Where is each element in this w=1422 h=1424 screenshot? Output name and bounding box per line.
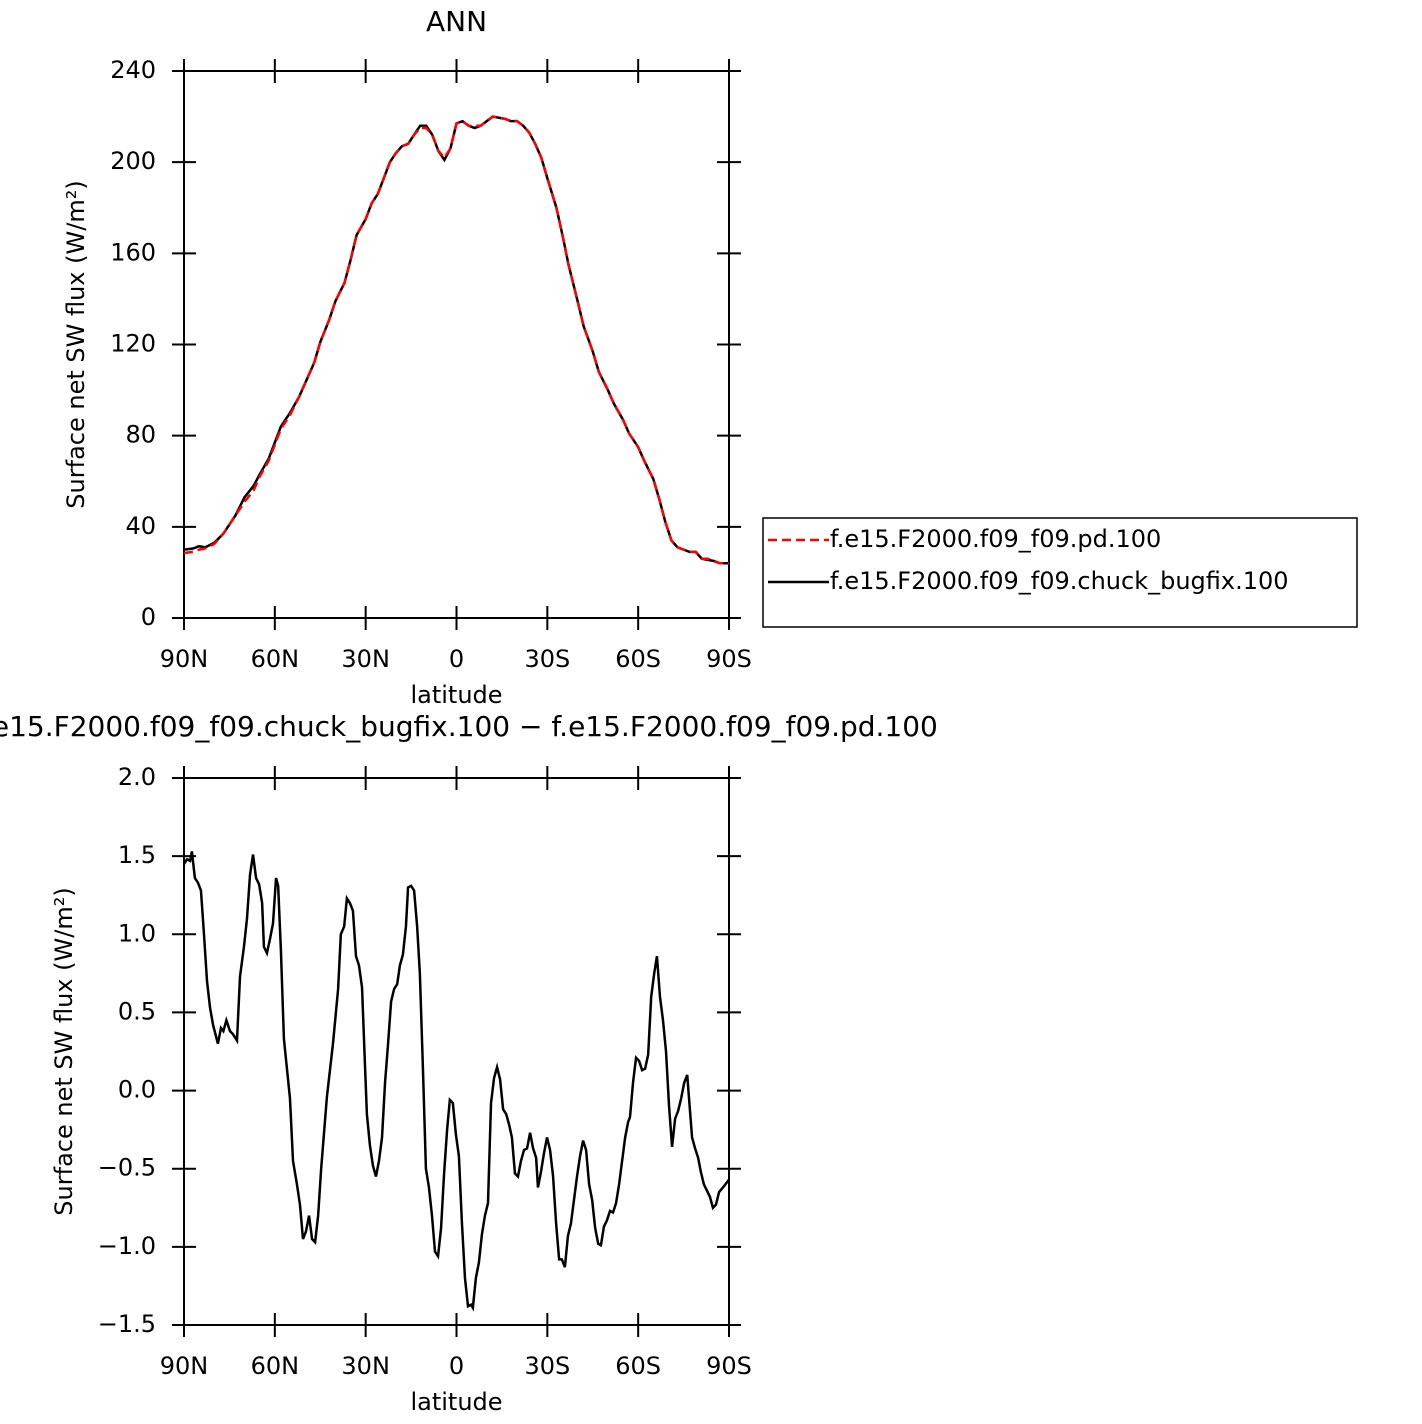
legend-label: f.e15.F2000.f09_f09.pd.100	[830, 525, 1161, 553]
x-tick-label: 30S	[524, 1352, 570, 1380]
y-tick-label: 240	[110, 56, 156, 84]
x-tick-label: 90S	[706, 1352, 752, 1380]
plot-frame	[183, 70, 730, 619]
y-axis-label: Surface net SW flux (W/m²)	[50, 887, 78, 1215]
y-tick-label: 160	[110, 238, 156, 266]
x-tick-label: 30S	[524, 645, 570, 673]
legend-box	[762, 517, 1358, 628]
y-axis-label: Surface net SW flux (W/m²)	[62, 180, 90, 508]
y-tick-label: 1.0	[118, 919, 156, 947]
y-tick-label: 2.0	[118, 763, 156, 791]
data-line	[183, 115, 729, 565]
x-tick-label: 90S	[706, 645, 752, 673]
y-tick-label: 200	[110, 147, 156, 175]
x-tick-label: 30N	[341, 645, 390, 673]
y-tick-label: 80	[125, 421, 156, 449]
y-tick-label: −1.0	[98, 1232, 156, 1260]
legend-label: f.e15.F2000.f09_f09.chuck_bugfix.100	[830, 567, 1289, 595]
x-tick-label: 90N	[160, 1352, 209, 1380]
x-tick-label: 30N	[341, 1352, 390, 1380]
x-axis-label: latitude	[410, 681, 502, 709]
y-tick-label: 0	[141, 603, 156, 631]
x-axis-label: latitude	[410, 1388, 502, 1416]
x-tick-label: 60S	[615, 1352, 661, 1380]
chart-title: ANN	[426, 5, 487, 38]
x-tick-label: 60N	[251, 645, 300, 673]
y-tick-label: −0.5	[98, 1154, 156, 1182]
y-tick-label: 0.5	[118, 997, 156, 1025]
y-tick-label: −1.5	[98, 1310, 156, 1338]
x-tick-label: 60S	[615, 645, 661, 673]
data-line	[183, 115, 729, 565]
x-tick-label: 90N	[160, 645, 209, 673]
data-line	[182, 851, 730, 1312]
y-tick-label: 1.5	[118, 841, 156, 869]
y-tick-label: 0.0	[118, 1076, 156, 1104]
y-tick-label: 120	[110, 330, 156, 358]
x-tick-label: 60N	[251, 1352, 300, 1380]
x-tick-label: 0	[449, 645, 464, 673]
chart-title: f.e15.F2000.f09_f09.chuck_bugfix.100 − f…	[0, 710, 938, 743]
x-tick-label: 0	[449, 1352, 464, 1380]
y-tick-label: 40	[125, 512, 156, 540]
